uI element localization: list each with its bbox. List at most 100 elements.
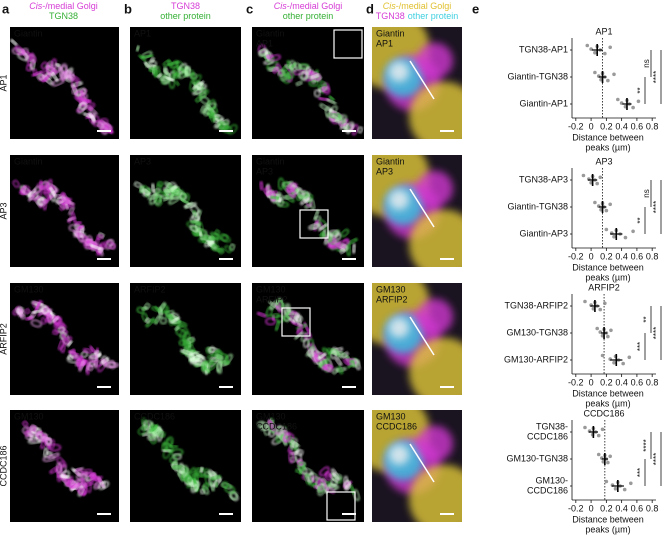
structure: [144, 61, 151, 69]
structure: [166, 436, 174, 447]
structure: [201, 360, 208, 371]
structure: [149, 67, 158, 74]
zoom-box: [333, 29, 363, 59]
structure: [211, 244, 220, 251]
category-label: GM130-ARFIP2: [504, 354, 568, 364]
structure: [205, 103, 215, 114]
structure: [265, 317, 276, 326]
plot-title: CCDC186: [583, 408, 624, 418]
structure: [22, 426, 30, 435]
image-signal: [137, 417, 239, 501]
structure: [319, 466, 330, 477]
structure: [74, 221, 82, 226]
structure: [61, 334, 69, 343]
structure: [317, 478, 327, 489]
structure: [190, 220, 202, 225]
channel-label: Giantin: [376, 28, 405, 38]
x-axis-label: peaks (µm): [585, 524, 630, 534]
structure: [60, 474, 71, 479]
structure: [288, 451, 295, 464]
structure: [317, 485, 325, 493]
structure: [256, 312, 267, 318]
structure: [208, 474, 217, 487]
structure: [301, 69, 309, 82]
structure: [105, 239, 113, 250]
structure: [259, 421, 269, 431]
structure: [12, 179, 20, 188]
channel-label: AP3: [256, 166, 273, 176]
structure: [340, 228, 350, 238]
data-point: [583, 425, 587, 430]
structure: [65, 478, 72, 487]
structure: [207, 240, 215, 245]
blob: [409, 209, 462, 267]
x-tick-label: 0.4: [615, 121, 628, 131]
structure: [200, 105, 208, 114]
structure: [224, 485, 236, 494]
structure: [297, 461, 306, 469]
structure: [70, 482, 82, 490]
structure: [20, 185, 30, 195]
structure: [59, 204, 66, 211]
structure: [183, 202, 197, 209]
category-label: Giantin-AP1: [519, 98, 568, 108]
data-point: [585, 43, 590, 48]
structure: [162, 447, 171, 459]
structure: [330, 242, 341, 248]
structure: [82, 348, 94, 354]
data-point: [616, 97, 620, 102]
structure: [27, 57, 35, 67]
structure: [68, 206, 75, 216]
structure: [173, 71, 180, 78]
structure: [88, 353, 101, 360]
structure: [96, 234, 104, 240]
x-tick-label: 0.2: [600, 251, 613, 261]
structure: [165, 309, 173, 321]
structure: [286, 435, 295, 447]
structure: [289, 439, 300, 448]
structure: [61, 332, 70, 346]
structure: [187, 353, 195, 361]
structure: [192, 85, 197, 90]
structure: [299, 190, 309, 199]
data-point: [629, 481, 633, 486]
column-header: Cis-/medial Golgi: [383, 1, 452, 11]
data-point: [623, 235, 628, 240]
data-point: [603, 51, 607, 56]
significance-label: ****: [652, 71, 661, 83]
blob: [389, 61, 409, 82]
structure: [289, 60, 297, 72]
structure: [79, 102, 88, 111]
image-signal: [12, 300, 119, 375]
structure: [16, 48, 23, 53]
structure: [294, 449, 302, 463]
row-label: AP1: [0, 74, 8, 91]
structure: [151, 306, 161, 312]
structure: [329, 232, 339, 240]
structure: [298, 468, 303, 475]
structure: [48, 443, 62, 452]
image-signal: [372, 410, 462, 522]
structure: [272, 67, 278, 74]
channel-label: Giantin: [256, 28, 285, 38]
header-part: Cis: [274, 1, 287, 11]
data-point: [627, 355, 632, 360]
structure: [195, 221, 201, 232]
structure: [96, 121, 104, 129]
significance-label: ns: [642, 59, 651, 67]
structure: [175, 80, 180, 87]
structure: [178, 70, 188, 79]
structure: [27, 191, 39, 200]
structure: [183, 336, 195, 343]
x-tick-label: 0.2: [600, 503, 613, 513]
data-point: [612, 234, 616, 239]
category-label: TGN38-ARFIP2: [504, 300, 568, 310]
structure: [56, 462, 63, 474]
structure: [30, 319, 42, 328]
structure: [163, 66, 168, 73]
structure: [265, 185, 272, 196]
structure: [154, 315, 161, 325]
structure: [193, 355, 201, 362]
structure: [82, 468, 93, 475]
structure: [78, 233, 87, 243]
